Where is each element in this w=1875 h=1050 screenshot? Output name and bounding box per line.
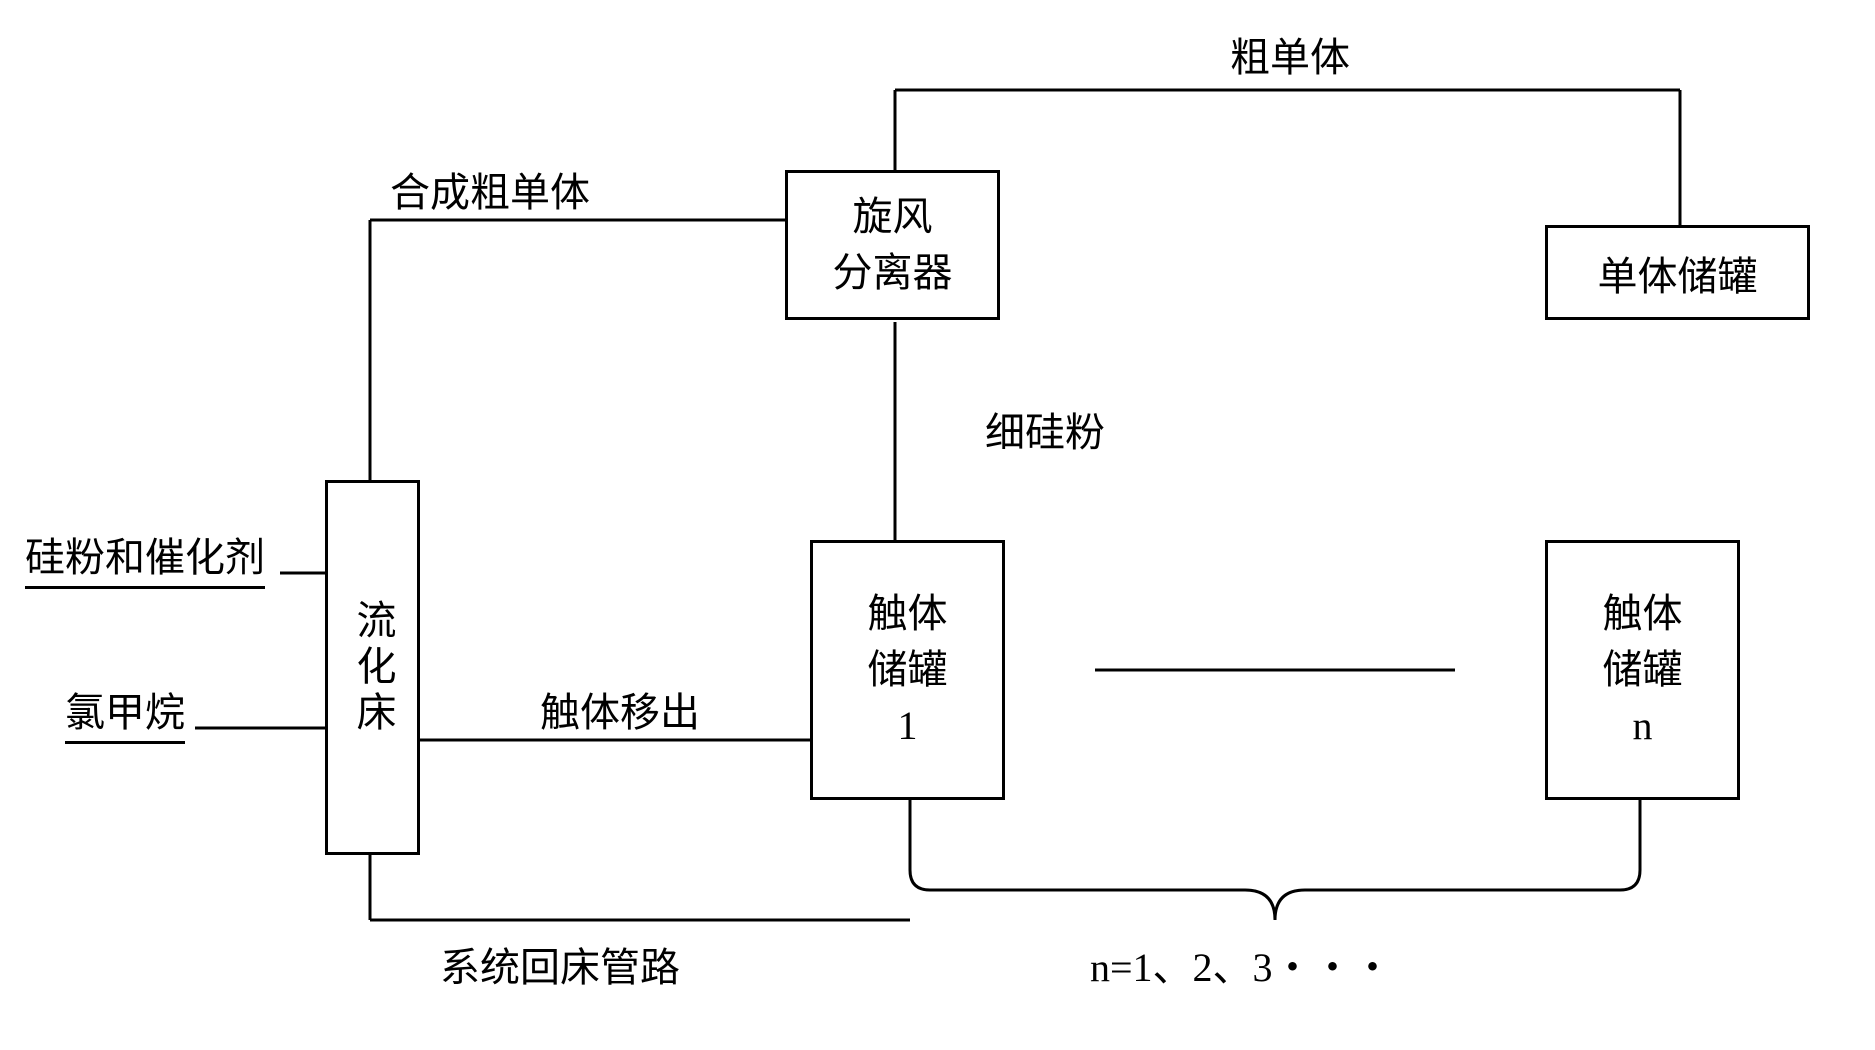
cyclone-separator-label: 旋风 分离器	[833, 189, 953, 301]
fine-si-powder-label: 细硅粉	[985, 400, 1105, 458]
monomer-tank-label: 单体储罐	[1598, 244, 1758, 302]
return-pipe-label: 系统回床管路	[440, 935, 680, 993]
cyclone-separator-box: 旋风 分离器	[785, 170, 1000, 320]
contact-out-label: 触体移出	[540, 680, 700, 738]
fluidized-bed-label: 流化床	[344, 599, 402, 737]
si-powder-catalyst-label: 硅粉和催化剂	[25, 525, 265, 589]
fluidized-bed-box: 流化床	[325, 480, 420, 855]
diagram-canvas: 流化床 旋风 分离器 单体储罐 触体 储罐 1 触体 储罐 n 粗单体 合成粗单…	[0, 0, 1875, 1050]
n-equals-label: n=1、2、3・・・	[1090, 935, 1393, 993]
connection-lines	[0, 0, 1875, 1050]
contact-tank-1-label: 触体 储罐 1	[868, 586, 948, 754]
contact-tank-n-box: 触体 储罐 n	[1545, 540, 1740, 800]
chloromethane-label: 氯甲烷	[65, 680, 185, 744]
synth-crude-monomer-label: 合成粗单体	[390, 160, 590, 218]
contact-tank-n-label: 触体 储罐 n	[1603, 586, 1683, 754]
monomer-tank-box: 单体储罐	[1545, 225, 1810, 320]
contact-tank-1-box: 触体 储罐 1	[810, 540, 1005, 800]
crude-monomer-top-label: 粗单体	[1230, 25, 1350, 83]
